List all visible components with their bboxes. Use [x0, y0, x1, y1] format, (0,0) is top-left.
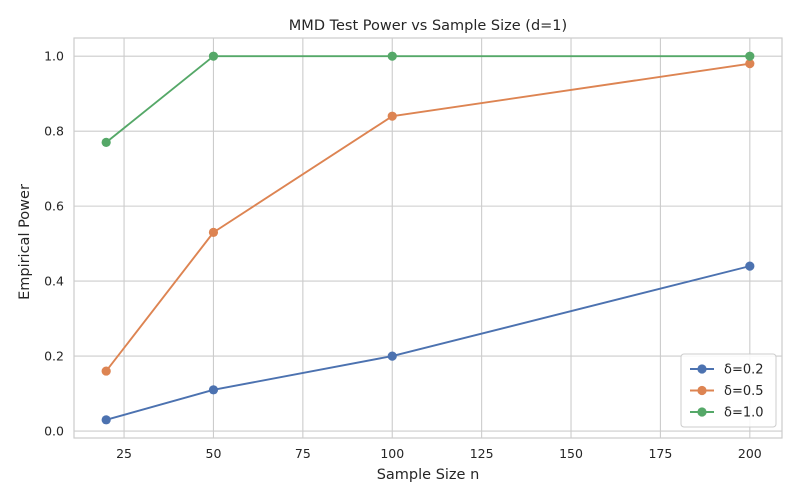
data-point [208, 51, 219, 61]
y-tick-label: 0.2 [44, 349, 64, 364]
legend-label: δ=0.2 [724, 363, 764, 378]
y-axis-label: Empirical Power [17, 184, 33, 300]
data-point [101, 415, 111, 425]
x-tick-label: 100 [380, 446, 404, 461]
x-axis-ticks: 25 50 75 100 125 150 175 200 [116, 446, 762, 461]
data-point [208, 385, 219, 395]
y-axis-ticks: 0.0 0.2 0.4 0.6 0.8 1.0 [44, 49, 64, 439]
y-tick-label: 0.6 [44, 199, 64, 214]
series-line [105, 265, 751, 421]
x-tick-label: 175 [648, 446, 672, 461]
chart-title: MMD Test Power vs Sample Size (d=1) [289, 18, 567, 34]
x-tick-label: 75 [295, 446, 311, 461]
legend-marker [697, 385, 707, 396]
y-tick-label: 0.8 [44, 124, 64, 139]
x-tick-label: 50 [206, 446, 222, 461]
legend-marker [697, 407, 707, 417]
data-point [745, 59, 755, 69]
data-point [745, 261, 755, 271]
legend-label: δ=0.5 [724, 384, 764, 399]
x-tick-label: 150 [559, 446, 583, 461]
data-point [208, 227, 219, 237]
legend-label: δ=1.0 [724, 406, 764, 421]
data-point [387, 111, 397, 121]
series-line [105, 62, 750, 372]
data-point [745, 51, 755, 61]
legend-item: δ=0.5 [690, 384, 764, 399]
data-point [387, 351, 397, 361]
legend-item: δ=0.2 [690, 363, 764, 378]
legend-item: δ=1.0 [690, 406, 764, 421]
data-point [387, 51, 397, 61]
series-2 [101, 59, 755, 376]
series-line [105, 55, 750, 144]
data-point [101, 366, 111, 376]
plot-area-frame [73, 37, 783, 439]
x-axis-label: Sample Size n [377, 467, 480, 483]
series-group [101, 51, 755, 425]
grid [74, 38, 782, 438]
y-tick-label: 1.0 [44, 49, 64, 64]
x-tick-label: 125 [470, 446, 494, 461]
data-point [101, 137, 111, 148]
series-1 [101, 261, 755, 425]
series-3 [101, 51, 755, 148]
y-tick-label: 0.0 [44, 424, 64, 439]
x-tick-label: 25 [116, 446, 132, 461]
legend-marker [697, 364, 707, 374]
legend: δ=0.2 δ=0.5 δ=1.0 [680, 353, 777, 428]
y-tick-label: 0.4 [44, 274, 64, 289]
x-tick-label: 200 [738, 446, 762, 461]
